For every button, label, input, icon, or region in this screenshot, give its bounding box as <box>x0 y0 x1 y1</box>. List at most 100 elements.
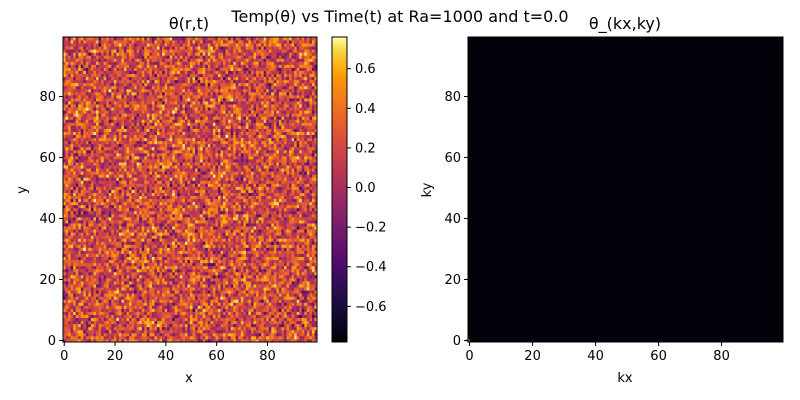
heatmap-cell <box>78 268 82 273</box>
heatmap-cell <box>228 207 232 212</box>
heatmap-cell <box>187 332 191 337</box>
heatmap-cell <box>136 287 140 291</box>
heatmap-cell <box>266 305 270 309</box>
heatmap-cell <box>299 241 303 245</box>
heatmap-cell <box>136 274 140 279</box>
heatmap-cell <box>217 293 221 297</box>
heatmap-cell <box>245 338 249 343</box>
heatmap-cell <box>314 213 318 218</box>
heatmap-cell <box>212 262 216 267</box>
heatmap-cell <box>164 296 168 300</box>
heatmap-cell <box>215 329 219 334</box>
heatmap-cell <box>289 207 292 212</box>
heatmap-cell <box>129 262 132 267</box>
heatmap-cell <box>129 277 132 282</box>
heatmap-cell <box>111 287 115 291</box>
heatmap-cell <box>80 198 84 203</box>
heatmap-cell <box>291 299 295 303</box>
heatmap-cell <box>276 259 280 264</box>
heatmap-cell <box>113 290 117 294</box>
heatmap-cell <box>139 290 143 294</box>
heatmap-cell <box>144 201 148 206</box>
heatmap-cell <box>286 271 290 276</box>
heatmap-cell <box>65 238 69 242</box>
heatmap-cell <box>164 220 168 224</box>
heatmap-cell <box>309 207 313 212</box>
heatmap-cell <box>151 268 155 273</box>
heatmap-cell <box>207 323 211 328</box>
heatmap-cell <box>106 284 110 288</box>
heatmap-cell <box>83 284 87 288</box>
heatmap-cell <box>283 329 287 334</box>
heatmap-cell <box>250 326 254 331</box>
heatmap-cell <box>73 198 77 203</box>
heatmap-cell <box>296 198 300 203</box>
heatmap-cell <box>238 201 242 206</box>
heatmap-cell <box>256 308 259 312</box>
heatmap-cell <box>126 305 130 309</box>
heatmap-cell <box>156 226 160 230</box>
heatmap-cell <box>225 314 229 318</box>
heatmap-cell <box>75 305 79 309</box>
heatmap-cell <box>141 207 145 212</box>
heatmap-cell <box>223 317 226 322</box>
heatmap-cell <box>131 335 135 340</box>
heatmap-cell <box>223 290 226 294</box>
heatmap-cell <box>273 284 277 288</box>
heatmap-cell <box>179 213 183 218</box>
heatmap-cell <box>90 201 94 206</box>
heatmap-cell <box>90 223 94 227</box>
heatmap-cell <box>271 226 275 230</box>
heatmap-cell <box>139 293 143 297</box>
heatmap-cell <box>306 213 310 218</box>
heatmap-cell <box>299 238 303 242</box>
heatmap-cell <box>311 268 315 273</box>
heatmap-cell <box>190 229 193 233</box>
heatmap-cell <box>192 213 196 218</box>
heatmap-cell <box>212 204 216 209</box>
heatmap-cell <box>311 265 315 270</box>
heatmap-cell <box>263 238 267 242</box>
heatmap-cell <box>113 232 117 236</box>
heatmap-cell <box>311 220 315 224</box>
heatmap-cell <box>291 204 295 209</box>
heatmap-cell <box>210 216 214 221</box>
heatmap-cell <box>235 220 239 224</box>
heatmap-cell <box>172 216 176 221</box>
heatmap-cell <box>281 201 285 206</box>
heatmap-cell <box>190 223 193 227</box>
heatmap-cell <box>197 195 201 200</box>
heatmap-cell <box>210 226 214 230</box>
heatmap-cell <box>93 326 97 331</box>
heatmap-cell <box>63 253 66 257</box>
heatmap-cell <box>248 253 252 257</box>
heatmap-cell <box>146 229 150 233</box>
heatmap-cell <box>162 302 165 306</box>
heatmap-cell <box>96 335 99 340</box>
heatmap-cell <box>90 274 94 279</box>
heatmap-cell <box>88 241 92 245</box>
heatmap-cell <box>101 232 105 236</box>
heatmap-cell <box>101 281 105 285</box>
heatmap-cell <box>283 335 287 340</box>
heatmap-cell <box>273 271 277 276</box>
heatmap-cell <box>248 223 252 227</box>
heatmap-cell <box>243 277 247 282</box>
heatmap-cell <box>149 332 153 337</box>
heatmap-cell <box>228 195 232 200</box>
heatmap-cell <box>90 287 94 291</box>
heatmap-cell <box>253 332 257 337</box>
heatmap-cell <box>301 216 305 221</box>
heatmap-cell <box>106 326 110 331</box>
heatmap-cell <box>197 329 201 334</box>
heatmap-cell <box>159 198 163 203</box>
heatmap-cell <box>195 320 199 325</box>
heatmap-cell <box>136 338 140 343</box>
heatmap-cell <box>220 305 224 309</box>
heatmap-cell <box>314 226 318 230</box>
heatmap-cell <box>205 332 209 337</box>
heatmap-cell <box>179 220 183 224</box>
heatmap-cell <box>268 265 272 270</box>
heatmap-cell <box>294 216 298 221</box>
heatmap-cell <box>139 238 143 242</box>
